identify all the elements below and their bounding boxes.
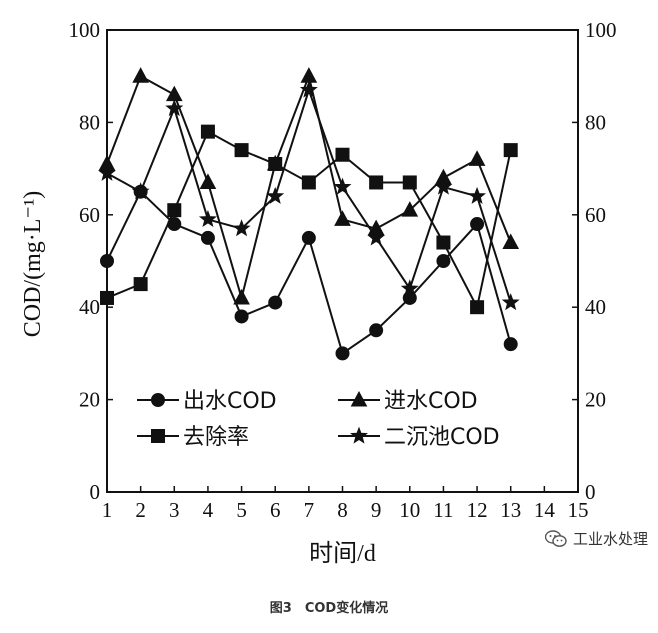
y-tick-label: 80 — [79, 110, 100, 134]
legend-entry: 去除率 — [137, 425, 249, 450]
x-tick-label: 15 — [568, 498, 589, 522]
y2-tick-label: 0 — [585, 480, 596, 504]
data-point-star — [434, 177, 453, 195]
x-tick-label: 5 — [236, 498, 247, 522]
x-axis-title: 时间/d — [309, 540, 376, 567]
legend: 出水COD 进水COD 去除率 二沉池COD — [137, 389, 500, 450]
data-point-circle — [234, 309, 249, 324]
data-point-triangle — [132, 67, 149, 83]
data-point-star — [299, 80, 318, 98]
data-point-circle — [503, 337, 518, 352]
legend-label: 出水COD — [183, 389, 277, 414]
legend-label: 二沉池COD — [384, 425, 500, 450]
series-circle — [100, 184, 518, 361]
data-point-circle — [335, 346, 350, 361]
data-point-star — [501, 293, 520, 311]
data-point-square — [503, 143, 518, 158]
data-point-star — [165, 99, 184, 117]
y-tick-label: 20 — [79, 388, 100, 412]
legend-entry: 二沉池COD — [338, 425, 500, 450]
data-point-square — [167, 203, 182, 218]
y-tick-label: 40 — [79, 295, 100, 319]
data-point-circle — [301, 230, 316, 245]
legend-marker-triangle — [350, 390, 368, 407]
data-point-circle — [100, 254, 114, 268]
x-tick-label: 9 — [371, 498, 382, 522]
data-point-square — [436, 235, 451, 250]
y-axis-title: COD/(mg·L⁻¹) — [20, 191, 46, 338]
series-square — [100, 124, 518, 315]
data-point-square — [234, 143, 249, 158]
data-point-circle — [436, 254, 451, 268]
x-tick-label: 13 — [500, 498, 521, 522]
legend-marker-square — [151, 429, 165, 443]
data-point-circle — [268, 295, 283, 310]
data-point-star — [400, 279, 419, 297]
data-point-triangle — [165, 85, 183, 102]
figure-caption: 图3 COD变化情况 — [269, 601, 389, 616]
data-point-square — [301, 175, 316, 190]
data-point-star — [232, 219, 251, 237]
y2-tick-label: 80 — [585, 110, 606, 134]
data-point-triangle — [502, 233, 520, 250]
series-group — [98, 67, 520, 361]
x-tick-label: 3 — [169, 498, 180, 522]
series-star — [98, 80, 520, 311]
x-tick-label: 10 — [399, 498, 420, 522]
data-point-square — [369, 175, 384, 190]
data-point-triangle — [199, 173, 217, 189]
data-point-star — [198, 210, 217, 228]
data-point-square — [200, 124, 215, 139]
legend-entry: 出水COD — [137, 389, 277, 414]
legend-label: 去除率 — [183, 425, 249, 450]
data-point-star — [131, 182, 150, 200]
data-point-star — [266, 186, 285, 204]
legend-marker-circle — [151, 393, 165, 407]
watermark: 工业水处理 — [545, 528, 648, 549]
data-point-square — [100, 290, 114, 305]
data-point-square — [402, 175, 417, 190]
y2-tick-label: 100 — [585, 18, 617, 42]
y-tick-label: 60 — [79, 203, 100, 227]
data-point-square — [268, 156, 283, 171]
data-point-star — [333, 177, 352, 195]
data-point-triangle — [468, 150, 486, 166]
data-point-triangle — [233, 288, 250, 305]
watermark-text: 工业水处理 — [573, 530, 649, 548]
x-tick-label: 11 — [433, 498, 453, 522]
data-point-circle — [369, 323, 384, 338]
legend-label: 进水COD — [384, 389, 478, 414]
data-point-triangle — [401, 201, 419, 217]
y2-tick-label: 20 — [585, 388, 606, 412]
data-point-circle — [470, 217, 485, 232]
data-point-square — [470, 300, 485, 315]
x-tick-label: 14 — [534, 498, 556, 522]
x-tick-label: 1 — [102, 498, 113, 522]
data-point-triangle — [334, 210, 351, 226]
x-tick-label: 8 — [337, 498, 348, 522]
data-point-triangle — [300, 67, 318, 83]
legend-entry: 进水COD — [338, 389, 478, 414]
data-point-star — [98, 163, 116, 181]
x-tick-label: 2 — [135, 498, 146, 522]
x-tick-label: 7 — [304, 498, 315, 522]
series-line-square — [106, 130, 512, 311]
data-point-square — [335, 147, 350, 162]
y-tick-label: 0 — [90, 480, 101, 504]
legend-marker-star — [350, 426, 368, 444]
data-point-star — [367, 228, 386, 246]
y-tick-label: 100 — [69, 18, 101, 42]
series-line-star — [106, 86, 512, 303]
y2-tick-label: 60 — [585, 203, 606, 227]
wechat-icon — [545, 529, 567, 547]
data-point-star — [468, 186, 487, 204]
axes: 1 2 3 4 5 6 7 8 9 10 11 12 13 14 150204060801000204060… — [69, 18, 617, 522]
x-tick-label: 4 — [203, 498, 214, 522]
x-tick-label: 6 — [270, 498, 281, 522]
y2-tick-label: 40 — [585, 295, 606, 319]
data-point-square — [133, 277, 148, 292]
data-point-circle — [200, 230, 215, 245]
x-tick-label: 12 — [467, 498, 488, 522]
